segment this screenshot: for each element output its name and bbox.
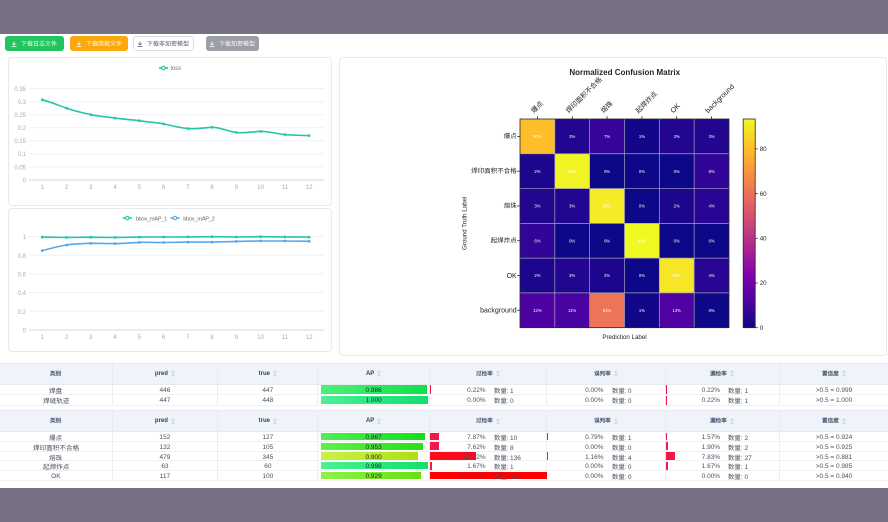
svg-text:0%: 0% (639, 204, 645, 209)
svg-text:0%: 0% (604, 169, 610, 174)
svg-text:7: 7 (186, 185, 190, 191)
svg-text:OK: OK (507, 273, 517, 280)
svg-text:Prediction Label: Prediction Label (602, 334, 646, 341)
svg-text:2%: 2% (534, 169, 540, 174)
svg-text:0%: 0% (709, 238, 715, 243)
svg-text:40: 40 (760, 236, 767, 243)
svg-text:5: 5 (138, 335, 142, 341)
svg-text:Normalized Confusion Matrix: Normalized Confusion Matrix (569, 68, 680, 77)
svg-text:80%: 80% (533, 134, 542, 139)
svg-text:0%: 0% (709, 308, 715, 313)
svg-text:bbox_mAP_2: bbox_mAP_2 (183, 216, 214, 222)
svg-text:3: 3 (89, 185, 93, 191)
svg-text:bbox_mAP_1: bbox_mAP_1 (136, 216, 167, 222)
svg-text:11: 11 (282, 185, 289, 191)
svg-text:0%: 0% (674, 238, 680, 243)
svg-text:0.3: 0.3 (18, 100, 27, 106)
svg-text:2%: 2% (674, 204, 680, 209)
svg-text:3%: 3% (569, 204, 575, 209)
svg-text:background: background (703, 82, 736, 115)
svg-text:92%: 92% (568, 169, 577, 174)
svg-text:12: 12 (306, 335, 313, 341)
svg-text:0%: 0% (604, 238, 610, 243)
svg-text:0.2: 0.2 (18, 126, 27, 132)
svg-text:80: 80 (760, 146, 767, 153)
svg-text:93%: 93% (638, 238, 647, 243)
svg-text:0.4: 0.4 (18, 291, 27, 297)
svg-text:0.35: 0.35 (14, 87, 26, 93)
svg-text:3%: 3% (709, 134, 715, 139)
svg-text:0.25: 0.25 (14, 113, 26, 119)
svg-text:0.2: 0.2 (18, 310, 27, 316)
svg-text:0.8: 0.8 (18, 254, 27, 260)
svg-text:OK: OK (668, 101, 682, 115)
svg-text:3%: 3% (534, 204, 540, 209)
svg-text:10: 10 (257, 335, 264, 341)
svg-text:0: 0 (23, 179, 27, 185)
svg-text:2%: 2% (534, 273, 540, 278)
svg-text:0%: 0% (639, 273, 645, 278)
svg-text:0: 0 (23, 329, 27, 335)
svg-text:4%: 4% (709, 273, 715, 278)
svg-text:8: 8 (210, 335, 214, 341)
svg-text:0%: 0% (639, 169, 645, 174)
svg-text:4: 4 (113, 335, 117, 341)
svg-text:3: 3 (89, 335, 93, 341)
svg-text:0: 0 (760, 325, 764, 332)
svg-text:89%: 89% (673, 273, 682, 278)
svg-text:0.15: 0.15 (14, 139, 26, 145)
svg-text:4%: 4% (709, 204, 715, 209)
svg-text:20: 20 (760, 280, 767, 287)
svg-text:3%: 3% (674, 134, 680, 139)
svg-text:1%: 1% (639, 308, 645, 313)
svg-text:5: 5 (138, 185, 142, 191)
svg-text:2: 2 (65, 185, 69, 191)
svg-text:6%: 6% (709, 169, 715, 174)
svg-text:7%: 7% (604, 134, 610, 139)
svg-text:61%: 61% (603, 308, 612, 313)
svg-text:7: 7 (186, 335, 190, 341)
svg-text:1%: 1% (639, 134, 645, 139)
svg-text:90%: 90% (603, 204, 612, 209)
svg-text:11: 11 (282, 335, 289, 341)
svg-text:0%: 0% (674, 169, 680, 174)
svg-text:12%: 12% (533, 308, 542, 313)
svg-text:0.6: 0.6 (18, 273, 27, 279)
svg-text:1: 1 (41, 335, 45, 341)
svg-text:6: 6 (162, 185, 166, 191)
svg-text:2%: 2% (604, 273, 610, 278)
svg-text:10: 10 (257, 185, 264, 191)
svg-text:8: 8 (210, 185, 214, 191)
svg-text:loss: loss (171, 66, 182, 72)
svg-text:60: 60 (760, 191, 767, 198)
svg-text:9: 9 (235, 335, 239, 341)
svg-text:0.1: 0.1 (18, 152, 27, 158)
svg-text:3%: 3% (569, 134, 575, 139)
svg-text:1: 1 (23, 235, 27, 241)
svg-text:9: 9 (235, 185, 239, 191)
svg-text:1: 1 (41, 185, 45, 191)
svg-text:background: background (480, 308, 517, 315)
svg-text:13%: 13% (673, 308, 682, 313)
svg-text:0%: 0% (569, 238, 575, 243)
svg-text:3%: 3% (569, 273, 575, 278)
svg-text:4: 4 (113, 185, 117, 191)
svg-text:0.05: 0.05 (14, 166, 26, 172)
svg-text:6%: 6% (534, 238, 540, 243)
svg-text:11%: 11% (568, 308, 576, 313)
svg-text:2: 2 (65, 335, 69, 341)
svg-text:Ground Truth Label: Ground Truth Label (462, 197, 469, 250)
svg-text:12: 12 (306, 185, 313, 191)
svg-text:6: 6 (162, 335, 166, 341)
